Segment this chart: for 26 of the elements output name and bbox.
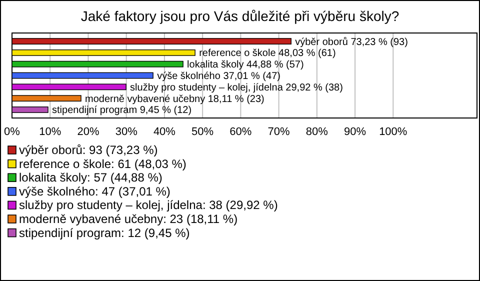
data-label: stipendijní program 9,45 % (12) [52, 105, 192, 116]
x-tick-label: 30% [115, 126, 138, 138]
x-tick-label: 50% [192, 126, 214, 138]
x-tick-label: 80% [306, 126, 328, 138]
x-tick-label: 0% [4, 126, 20, 138]
chart-title: Jaké faktory jsou pro Vás důležité při výběru školy? [80, 8, 400, 24]
data-label: moderně vybavené učebny 18,11 % (23) [85, 94, 264, 105]
legend-label: moderně vybavené učebny: 23 (18,11 %) [19, 212, 238, 226]
data-label: služby pro studenty – kolej, jídelna 29,92 % (38) [130, 82, 343, 94]
data-label: výběr oborů 73,23 % (93) [295, 36, 408, 48]
legend-label: výše školného: 47 (37,01 %) [19, 184, 170, 198]
legend-label: stipendijní program: 12 (9,45 %) [19, 226, 190, 240]
x-tick-label: 20% [77, 126, 100, 138]
data-label: lokalita školy 44,88 % (57) [187, 60, 304, 71]
data-label: reference o škole 48,03 % (61) [199, 48, 336, 60]
x-tick-label: 100% [379, 126, 408, 138]
x-tick-label: 40% [153, 126, 176, 138]
x-tick-label: 10% [39, 126, 62, 138]
x-tick-label: 70% [268, 126, 290, 138]
x-tick-label: 60% [230, 126, 252, 138]
legend-label: výběr oborů: 93 (73,23 %) [19, 143, 158, 157]
legend-label: služby pro studenty – kolej, jídelna: 38 (29,92 %) [19, 198, 278, 212]
legend-label: reference o škole: 61 (48,03 %) [19, 156, 186, 171]
legend-label: lokalita školy: 57 (44,88 %) [19, 170, 162, 185]
x-tick-label: 90% [344, 126, 366, 138]
data-label: výše školného 37,01 % (47) [157, 71, 280, 82]
